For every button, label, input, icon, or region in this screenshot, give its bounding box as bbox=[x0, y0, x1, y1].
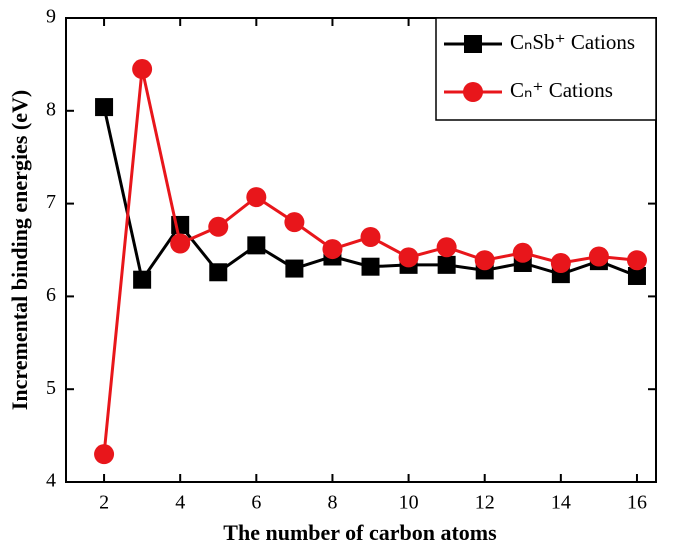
x-tick-label: 8 bbox=[327, 492, 337, 514]
x-tick-label: 2 bbox=[99, 492, 109, 514]
legend-label: CₙSb⁺ Cations bbox=[510, 30, 635, 54]
marker bbox=[436, 237, 457, 258]
marker bbox=[588, 246, 609, 267]
marker bbox=[398, 247, 419, 268]
marker bbox=[285, 259, 304, 278]
x-tick-label: 6 bbox=[251, 492, 261, 514]
marker bbox=[94, 444, 115, 465]
marker bbox=[170, 233, 191, 254]
y-tick-label: 4 bbox=[46, 470, 56, 492]
y-axis-label: Incremental binding energies (eV) bbox=[7, 90, 32, 410]
marker bbox=[626, 250, 647, 271]
legend-marker bbox=[464, 35, 482, 53]
marker bbox=[133, 270, 152, 289]
marker bbox=[550, 252, 571, 273]
x-tick-label: 10 bbox=[399, 492, 419, 514]
y-tick-label: 7 bbox=[46, 191, 56, 213]
marker bbox=[284, 212, 305, 233]
plot-frame bbox=[65, 17, 657, 483]
marker bbox=[627, 266, 646, 285]
x-tick-label: 12 bbox=[475, 492, 495, 514]
legend-label: Cₙ⁺ Cations bbox=[510, 78, 613, 102]
x-tick-label: 16 bbox=[627, 492, 647, 514]
y-tick-label: 5 bbox=[46, 377, 56, 399]
marker bbox=[246, 187, 267, 208]
marker bbox=[437, 255, 456, 274]
marker bbox=[322, 239, 343, 260]
legend-marker bbox=[463, 82, 483, 102]
y-tick-label: 6 bbox=[46, 284, 56, 306]
marker bbox=[361, 257, 380, 276]
marker bbox=[512, 242, 533, 263]
marker bbox=[95, 98, 114, 117]
x-tick-label: 14 bbox=[551, 492, 571, 514]
marker bbox=[209, 263, 228, 282]
x-tick-label: 4 bbox=[175, 492, 185, 514]
marker bbox=[208, 216, 229, 237]
marker bbox=[132, 59, 153, 80]
marker bbox=[360, 227, 381, 248]
marker bbox=[247, 236, 266, 255]
y-tick-label: 8 bbox=[46, 98, 56, 120]
marker bbox=[474, 250, 495, 271]
x-axis-label: The number of carbon atoms bbox=[223, 520, 497, 545]
y-tick-label: 9 bbox=[46, 6, 56, 28]
